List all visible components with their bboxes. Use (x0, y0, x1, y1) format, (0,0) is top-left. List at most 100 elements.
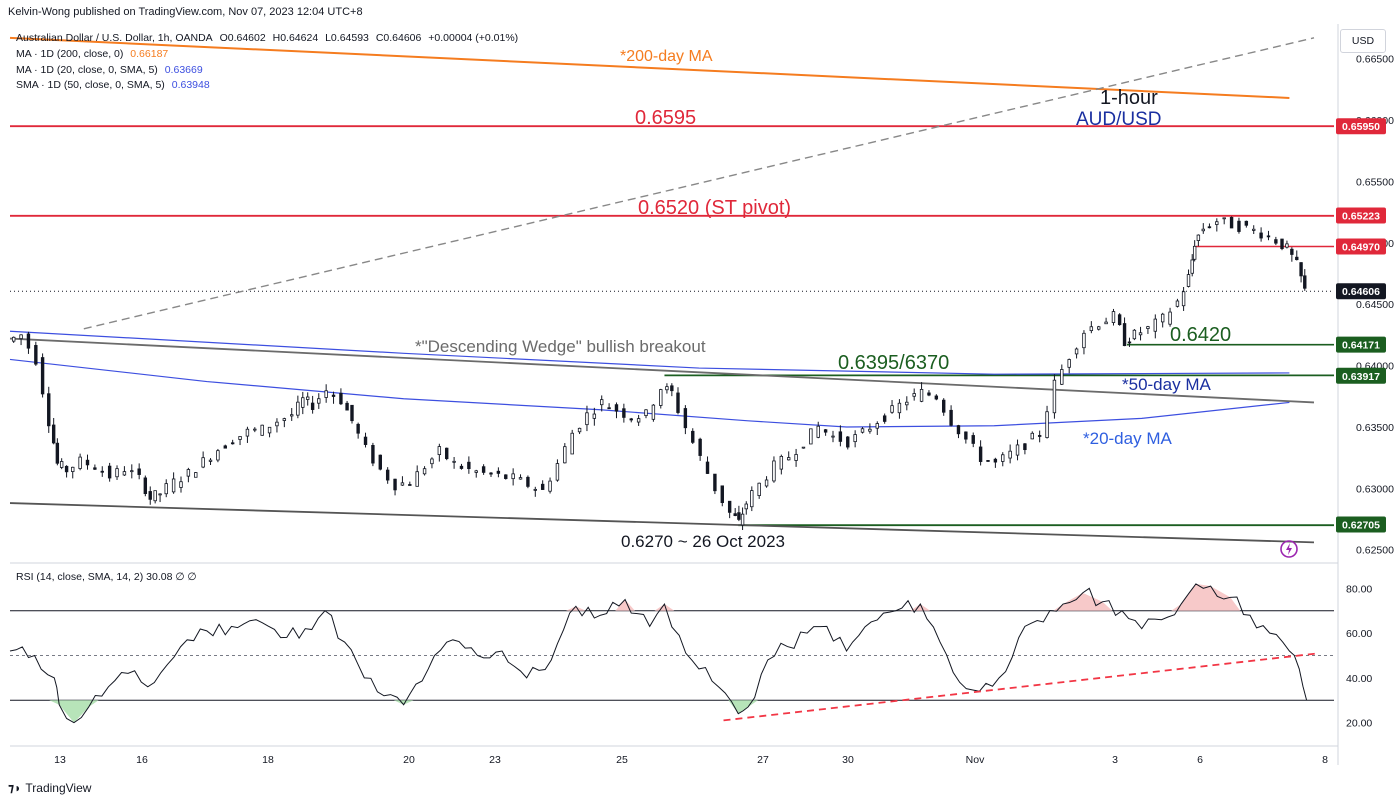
candles (11, 216, 1307, 530)
candle-body (801, 446, 806, 449)
candle-body (846, 436, 850, 448)
price-tag-label: 0.63917 (1342, 371, 1380, 383)
candle-body (1037, 435, 1042, 437)
candle-body (956, 425, 961, 435)
candle-body (1303, 275, 1307, 289)
price-tag-box (1336, 207, 1386, 224)
candle-body (1299, 262, 1303, 277)
candle-body (1285, 243, 1289, 248)
candle-body (737, 512, 741, 520)
symbol-name: Australian Dollar / U.S. Dollar, 1h, OAN… (16, 32, 213, 44)
price-tick-label: 0.63000 (1356, 483, 1394, 495)
time-tick-label: 30 (842, 754, 854, 766)
ma200-label: MA · 1D (200, close, 0) (16, 48, 124, 60)
resistance-2-label: 0.6595 (635, 107, 697, 129)
candle-body (47, 393, 51, 427)
candle-body (474, 470, 478, 473)
candle-body (676, 392, 680, 413)
rsi-trendline (723, 652, 1320, 722)
candle-body (964, 431, 968, 440)
swing-low-annotation: 0.6270 ~ 26 Oct 2023 (621, 532, 785, 551)
candle-body (1201, 228, 1205, 232)
candle-body (290, 414, 294, 417)
candle-body (1060, 369, 1064, 385)
candle-body (371, 445, 375, 464)
candle-body (363, 436, 368, 445)
candle-body (301, 397, 305, 408)
candle-body (55, 442, 60, 464)
candle-body (636, 418, 641, 423)
candle-body (592, 413, 597, 419)
candle-body (740, 513, 745, 526)
candle-body (504, 474, 508, 479)
candle-body (296, 401, 300, 416)
candle-body (306, 396, 310, 400)
candle-body (317, 398, 321, 404)
price-tick-label: 0.65500 (1356, 176, 1394, 188)
candle-body (1132, 329, 1137, 340)
candle-body (194, 472, 198, 478)
currency-button[interactable]: USD (1340, 29, 1386, 53)
candle-body (607, 407, 611, 410)
candle-body (691, 430, 695, 443)
candle-body (1237, 220, 1241, 232)
candle-body (350, 404, 354, 422)
candle-body (1138, 332, 1143, 336)
candle-body (853, 434, 857, 443)
candle-body (555, 463, 560, 481)
price-tag-box (1336, 238, 1386, 255)
price-tag-box (1336, 283, 1386, 300)
candle-body (331, 394, 336, 397)
rsi-overbought-fill (566, 606, 586, 611)
candle-body (26, 333, 31, 349)
candle-body (897, 402, 902, 414)
candle-body (34, 345, 38, 365)
price-tick-label: 0.63500 (1356, 422, 1394, 434)
candle-body (1001, 454, 1005, 462)
candle-body (1295, 256, 1299, 261)
candle-body (831, 435, 835, 438)
candle-body (282, 418, 287, 421)
rsi-overbought-fill (1053, 592, 1113, 611)
candle-body (622, 408, 626, 418)
support-1-label: 0.6420 (1170, 324, 1232, 346)
candle-body (78, 456, 82, 469)
candle-body (733, 513, 737, 516)
ma200-annotation: *200-day MA (620, 48, 713, 65)
candle-body (1045, 411, 1049, 438)
price-tag-box (1336, 336, 1386, 353)
brand-name: TradingView (25, 781, 92, 795)
candle-body (787, 457, 791, 461)
candle-body (40, 357, 45, 395)
sma50-legend[interactable]: SMA · 1D (50, close, 0, SMA, 5) 0.63948 (16, 79, 214, 91)
candle-body (1229, 216, 1234, 229)
rsi-overbought-fill (910, 604, 931, 611)
rsi-line (9, 583, 1308, 724)
tradingview-brand[interactable]: ⁊◗ TradingView (8, 781, 91, 795)
ma200-legend[interactable]: MA · 1D (200, close, 0) 0.66187 (16, 48, 172, 60)
time-tick-label: 6 (1197, 754, 1203, 766)
candle-body (511, 473, 515, 480)
candle-body (481, 466, 486, 473)
time-tick-label: 27 (757, 754, 769, 766)
candle-body (71, 466, 75, 472)
candle-body (1030, 432, 1034, 440)
ma20-line (9, 358, 1290, 428)
candle-body (868, 428, 872, 432)
lightning-alert-icon[interactable] (1280, 540, 1298, 558)
price-tick-label: 0.64500 (1356, 299, 1394, 311)
candle-body (1266, 235, 1271, 238)
candle-body (713, 473, 717, 492)
candle-body (912, 393, 916, 397)
candle-body (971, 435, 975, 444)
candle-body (59, 461, 64, 468)
wedge-lower-line (9, 502, 1315, 544)
timeframe-annotation: 1-hour (1100, 87, 1158, 109)
candle-body (577, 427, 582, 433)
candle-body (93, 467, 97, 470)
rsi-value: 30.08 (146, 571, 173, 583)
candle-body (1160, 313, 1165, 323)
rsi-legend[interactable]: RSI (14, close, SMA, 14, 2) 30.08 ∅ ∅ (16, 571, 197, 583)
ma20-legend[interactable]: MA · 1D (20, close, 0, SMA, 5) 0.63669 (16, 64, 207, 76)
candle-body (698, 438, 702, 456)
